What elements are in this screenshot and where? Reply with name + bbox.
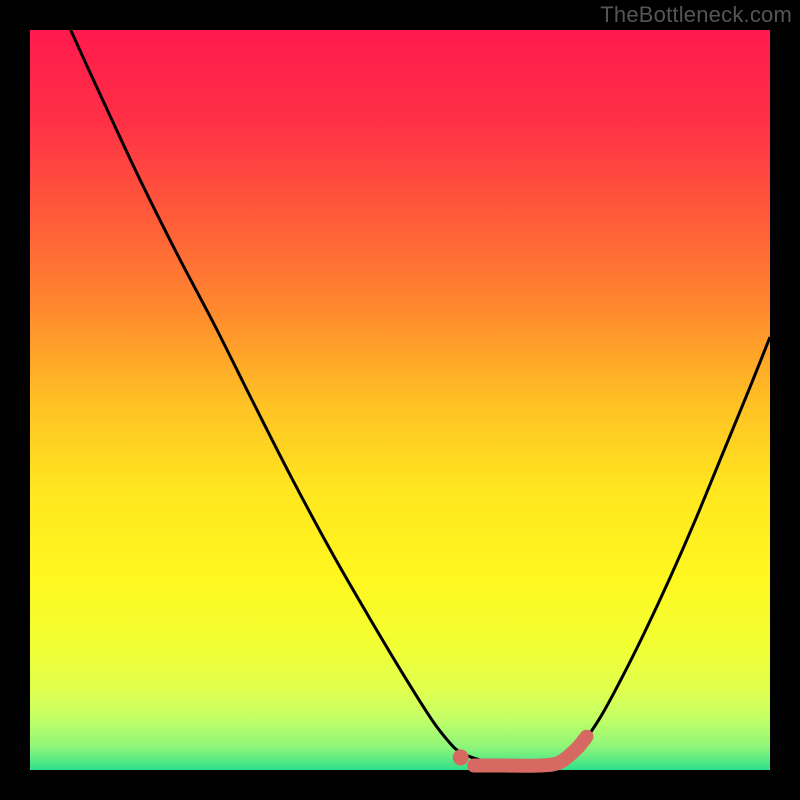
bottleneck-chart <box>0 0 800 800</box>
highlight-dot <box>453 749 469 765</box>
watermark-text: TheBottleneck.com <box>600 2 792 28</box>
plot-background <box>30 30 770 770</box>
root-container: TheBottleneck.com <box>0 0 800 800</box>
